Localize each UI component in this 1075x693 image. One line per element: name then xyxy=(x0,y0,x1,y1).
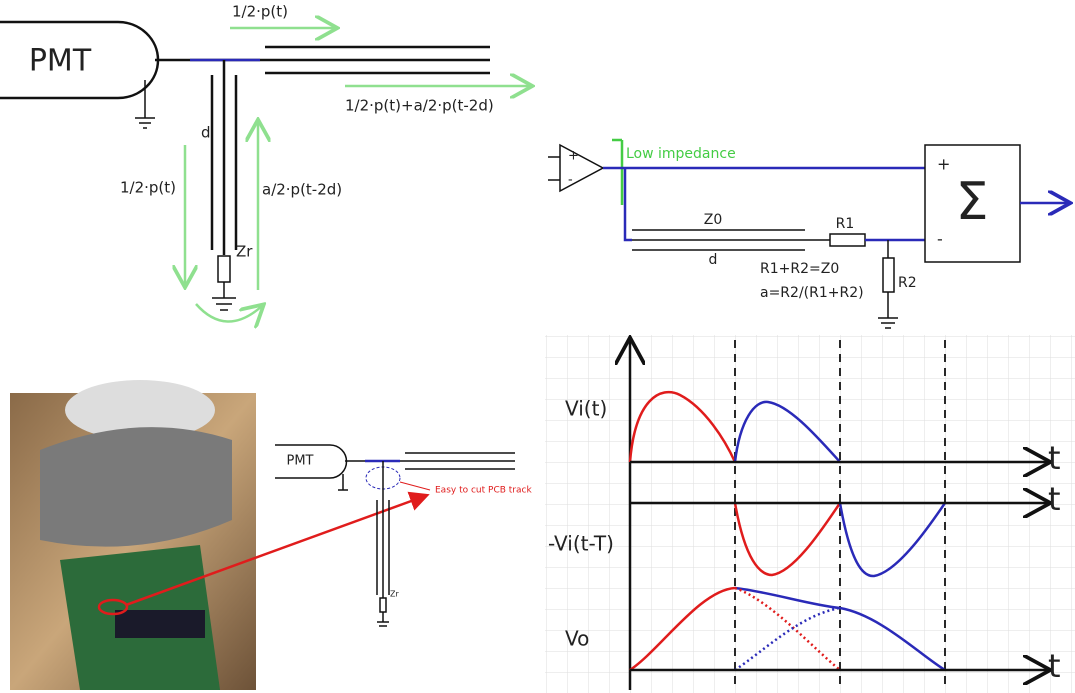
ground xyxy=(212,282,236,310)
label: - xyxy=(568,173,573,188)
axis-label: t xyxy=(1048,480,1061,518)
resistor xyxy=(883,258,894,292)
label: + xyxy=(568,149,579,164)
page: PMT 1/2·p(t) 1/2·p(t)+a/2·p(t-2d) d 1/2·… xyxy=(0,0,1075,693)
row-label: Vi(t) xyxy=(565,397,607,421)
marker xyxy=(612,140,622,205)
label: d xyxy=(201,124,211,142)
pointer xyxy=(400,482,430,490)
wire xyxy=(878,240,898,328)
label: Zr xyxy=(390,590,399,599)
coax xyxy=(632,230,830,250)
waveforms xyxy=(545,335,1075,693)
row-label: Vo xyxy=(565,627,589,651)
label: + xyxy=(937,155,950,174)
summer-symbol: Σ xyxy=(956,172,989,232)
pmt-label: PMT xyxy=(287,454,314,469)
photo xyxy=(10,380,425,690)
stub xyxy=(377,461,389,626)
arrow xyxy=(196,304,262,322)
circuit: + - Low impedance Σ + - Z0 d R1 R2 R1+R2… xyxy=(548,140,1068,328)
label: d xyxy=(709,252,718,268)
annotation: Easy to cut PCB track xyxy=(435,486,532,496)
chip xyxy=(115,610,205,638)
label: - xyxy=(937,230,943,249)
label: R1 xyxy=(836,216,855,232)
resistor xyxy=(830,234,865,246)
wire xyxy=(603,168,925,240)
grid xyxy=(545,335,1075,693)
lines xyxy=(338,453,515,490)
label: a=R2/(R1+R2) xyxy=(760,285,864,301)
note: Low impedance xyxy=(626,146,736,162)
resistor xyxy=(380,598,386,612)
wave-label: 1/2·p(t)+a/2·p(t-2d) xyxy=(345,97,494,115)
wave-label: 1/2·p(t) xyxy=(232,3,288,21)
label: R2 xyxy=(898,275,917,291)
axis-label: t xyxy=(1048,439,1061,477)
label: Zr xyxy=(236,243,253,261)
row-label: -Vi(t-T) xyxy=(548,532,614,556)
label: R1+R2=Z0 xyxy=(760,261,839,277)
ground xyxy=(135,80,155,128)
cap xyxy=(40,427,232,547)
wave-label: a/2·p(t-2d) xyxy=(262,181,342,199)
pmt-label: PMT xyxy=(29,44,92,79)
stub xyxy=(212,60,236,255)
axis-label: t xyxy=(1048,647,1061,685)
label: Z0 xyxy=(704,212,723,228)
wave-label: 1/2·p(t) xyxy=(120,179,176,197)
resistor xyxy=(218,256,230,282)
top-diagram: PMT 1/2·p(t) 1/2·p(t)+a/2·p(t-2d) d 1/2·… xyxy=(0,3,530,322)
